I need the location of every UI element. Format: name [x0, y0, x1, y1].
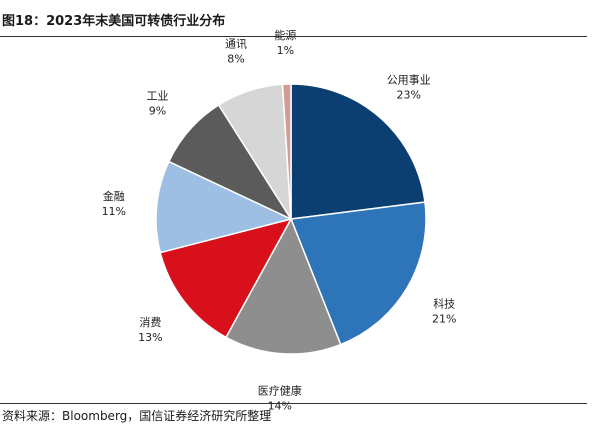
slice-category-label: 公用事业 [387, 74, 431, 87]
slice-percent-label: 14% [268, 400, 292, 413]
slice-category-label: 医疗健康 [258, 384, 302, 398]
slice-percent-label: 11% [102, 205, 126, 218]
slice-category-label: 消费 [139, 315, 161, 329]
slice-percent-label: 13% [138, 331, 162, 344]
slice-percent-label: 23% [396, 89, 420, 102]
slice-category-label: 能源 [274, 28, 296, 42]
title-divider [0, 36, 587, 37]
slice-percent-label: 1% [277, 44, 294, 57]
slice-percent-label: 8% [227, 53, 244, 66]
pie-slice [155, 160, 294, 254]
source-divider [0, 403, 587, 404]
figure-title: 图18：2023年末美国可转债行业分布 [2, 14, 226, 29]
pie-slice [290, 83, 426, 220]
slice-category-label: 金融 [103, 189, 125, 203]
slice-category-label: 科技 [433, 297, 455, 311]
pie-slice [289, 201, 427, 346]
slice-category-label: 通讯 [225, 38, 247, 51]
slice-category-label: 工业 [147, 89, 169, 102]
pie-slice [224, 217, 342, 355]
figure-source: 资料来源：Bloomberg，国信证券经济研究所整理 [2, 409, 272, 423]
slice-percent-label: 21% [432, 313, 456, 326]
pie-slice [159, 217, 293, 339]
slice-percent-label: 9% [149, 104, 166, 117]
pie-slice [281, 83, 292, 220]
